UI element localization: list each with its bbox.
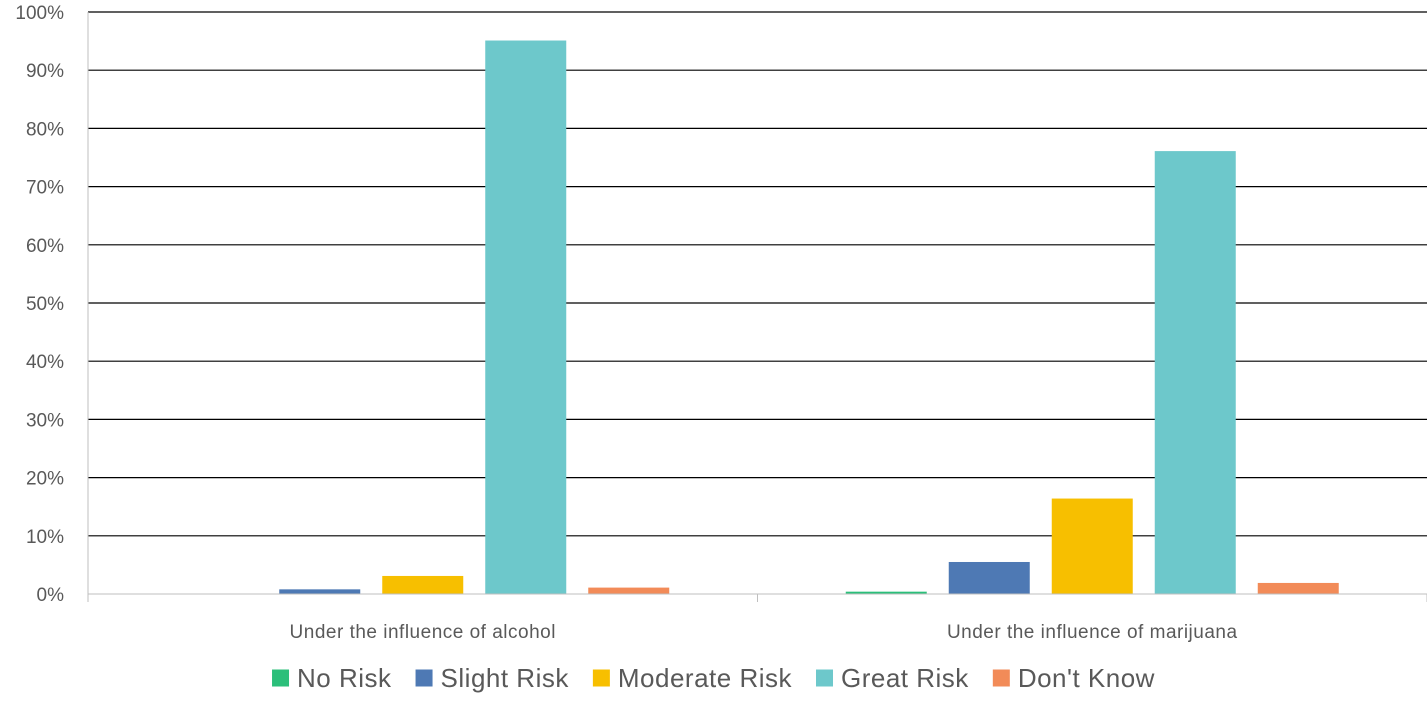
x-category-label: Under the influence of marijuana (947, 622, 1238, 643)
legend-label: No Risk (297, 663, 392, 693)
y-tick-label: 20% (26, 469, 64, 490)
y-tick-label: 80% (26, 119, 64, 140)
y-tick-label: 30% (26, 410, 64, 431)
y-tick-label: 0% (37, 585, 65, 606)
gridlines (88, 11, 1427, 537)
bar-moderate-risk-1 (382, 575, 464, 594)
y-tick-label: 70% (26, 178, 64, 199)
legend-swatch (592, 669, 610, 687)
legend-swatch (415, 669, 433, 687)
y-tick-label: 10% (26, 527, 64, 548)
legend-label: Don't Know (1018, 663, 1155, 693)
bar-don-t-know-1 (588, 587, 670, 594)
bar-great-risk-1 (485, 40, 567, 594)
legend-swatch (816, 669, 833, 687)
bar-don-t-know-2 (1257, 582, 1339, 594)
x-category-label: Under the influence of alcohol (290, 622, 556, 643)
legend-label: Great Risk (841, 663, 969, 693)
y-tick-label: 100% (15, 3, 64, 24)
bar-moderate-risk-2 (1051, 498, 1133, 594)
bar-slight-risk-1 (279, 589, 361, 594)
legend: No Risk Slight Risk Moderate Risk Great Ris… (272, 663, 1155, 693)
legend-swatch (992, 669, 1010, 687)
y-tick-label: 60% (26, 236, 64, 257)
bar-great-risk-2 (1154, 151, 1236, 594)
bar-no-risk-2 (845, 591, 927, 594)
y-tick-label: 90% (26, 61, 64, 82)
legend-label: Moderate Risk (618, 663, 793, 693)
axes: 0% 10% 20% 30% 40% 50% 60% 70% 80% 90% 100% Under t… (15, 3, 1427, 643)
bar-slight-risk-2 (948, 561, 1030, 594)
legend-swatch (272, 669, 290, 687)
bars (279, 40, 1339, 594)
legend-label: Slight Risk (441, 663, 570, 693)
y-tick-label: 50% (26, 294, 64, 315)
y-tick-label: 40% (26, 352, 64, 373)
